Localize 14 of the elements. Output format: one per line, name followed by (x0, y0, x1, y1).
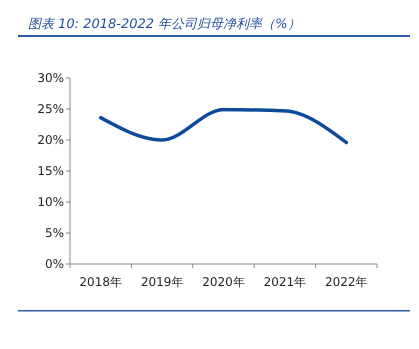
y-tick-label: 25% (37, 102, 64, 116)
x-tick-label: 2019年 (140, 275, 184, 289)
x-tick-label: 2018年 (79, 275, 122, 289)
y-tick-label: 5% (44, 226, 64, 240)
y-tick-label: 10% (37, 195, 64, 210)
y-tick-label: 15% (37, 164, 64, 178)
chart-title: 图表 10: 2018-2022 年公司归母净利率（%） (28, 16, 301, 32)
x-tick-label: 2020年 (202, 275, 245, 289)
x-tick-label: 2021年 (264, 275, 306, 289)
line-series (98, 108, 348, 144)
y-tick-label: 0% (44, 257, 64, 272)
x-tick-label: 2022年 (325, 275, 368, 289)
y-tick-label: 20% (37, 133, 64, 148)
y-tick-label: 30% (37, 71, 64, 86)
